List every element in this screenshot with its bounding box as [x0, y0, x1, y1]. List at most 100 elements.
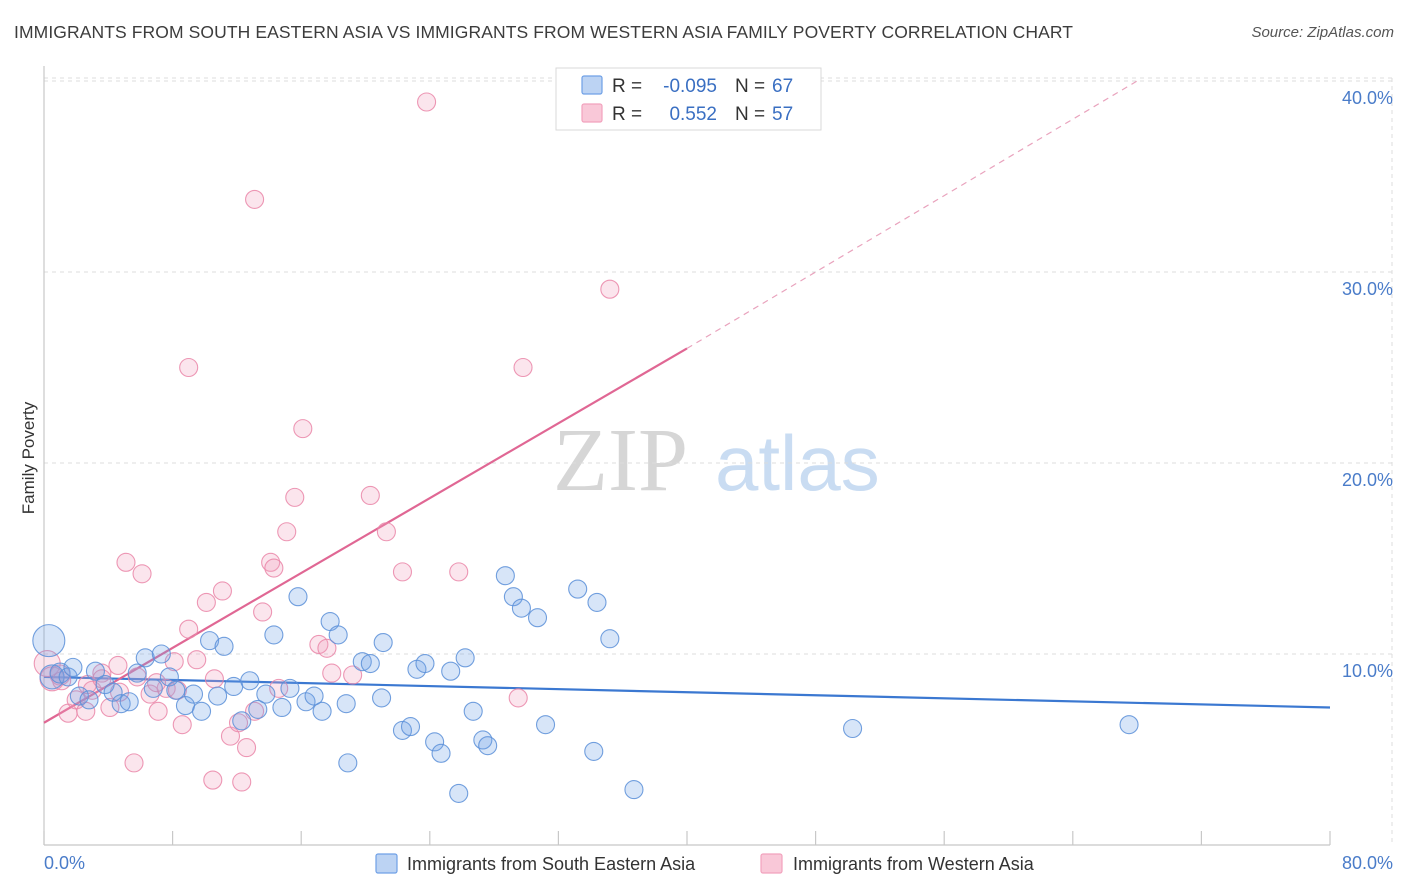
point-pink-54 [264, 558, 284, 578]
point-pink-21 [204, 669, 224, 689]
source-label: Source: ZipAtlas.com [1251, 24, 1394, 41]
point-blue-65 [624, 780, 644, 800]
point-blue-13 [135, 648, 155, 668]
point-blue-14 [143, 678, 163, 698]
y-tick-label-2: 30.0% [1342, 279, 1393, 299]
point-pink-46 [232, 772, 252, 792]
watermark-zip: ZIP [553, 411, 688, 510]
point-pink-18 [179, 619, 199, 639]
point-blue-10 [111, 694, 131, 714]
point-pink-28 [261, 552, 281, 572]
point-blue-49 [431, 743, 451, 763]
series-legend: Immigrants from South Eastern Asia Immig… [375, 853, 1035, 874]
correlation-legend: R = -0.095 N = 67 R = 0.552 N = 57 [555, 67, 822, 131]
series-legend-swatch-pink [760, 853, 783, 874]
point-blue-26 [240, 671, 260, 691]
point-blue-43 [372, 688, 392, 708]
point-blue-12 [127, 663, 147, 683]
legend-swatch-blue [581, 75, 603, 95]
point-pink-40 [417, 92, 437, 112]
data-points [32, 92, 1139, 803]
point-blue-45 [400, 717, 421, 737]
point-pink-34 [317, 638, 337, 658]
point-pink-19 [187, 650, 207, 670]
point-blue-22 [208, 686, 228, 706]
point-pink-24 [228, 713, 249, 733]
point-blue-57 [503, 587, 523, 607]
point-blue-24 [224, 676, 244, 697]
point-pink-25 [236, 738, 257, 758]
point-blue-42 [373, 632, 393, 653]
point-pink-27 [253, 602, 273, 622]
point-blue-4 [63, 657, 83, 677]
point-blue-37 [328, 625, 348, 645]
point-blue-9 [103, 682, 123, 702]
point-pink-38 [376, 522, 396, 542]
point-pink-37 [360, 485, 380, 506]
y-tick-label-0: 10.0% [1342, 661, 1393, 681]
point-blue-25 [232, 711, 252, 731]
legend-n-value-1: 67 [772, 76, 793, 97]
point-blue-39 [338, 753, 358, 773]
point-blue-60 [535, 715, 556, 735]
legend-r-value-1: -0.095 [663, 76, 717, 97]
point-blue-30 [272, 697, 292, 718]
point-blue-7 [85, 661, 105, 681]
point-blue-50 [441, 661, 461, 681]
x-tick-label-max: 80.0% [1342, 853, 1393, 873]
point-pink-52 [146, 673, 167, 693]
point-pink-56 [343, 665, 363, 685]
point-blue-63 [587, 592, 607, 612]
point-blue-29 [264, 625, 284, 645]
series-legend-label-pink: Immigrants from Western Asia [793, 854, 1035, 874]
point-pink-29 [269, 678, 289, 698]
point-pink-8 [100, 697, 120, 718]
point-blue-56 [495, 566, 515, 586]
point-blue-61 [568, 579, 588, 599]
point-blue-40 [352, 652, 372, 672]
point-pink-41 [449, 562, 469, 582]
point-blue-53 [463, 701, 483, 721]
point-blue-20 [191, 701, 212, 721]
point-pink-55 [322, 663, 342, 683]
point-blue-31 [280, 678, 300, 698]
point-blue-5 [69, 686, 89, 706]
point-pink-7 [92, 663, 112, 683]
y-tick-label-3: 40.0% [1342, 88, 1393, 108]
point-blue-8 [95, 675, 115, 695]
point-pink-49 [92, 669, 112, 689]
point-blue-28 [256, 684, 276, 704]
trendline-pink [43, 347, 688, 724]
point-blue-48 [425, 732, 445, 752]
point-blue-67 [1119, 715, 1139, 735]
legend-r-label-2: R = [612, 104, 642, 125]
point-blue-55 [478, 736, 498, 756]
point-blue-64 [600, 629, 620, 649]
point-pink-12 [132, 564, 152, 584]
point-blue-3 [58, 667, 78, 687]
axes [43, 66, 1331, 846]
point-pink-43 [513, 357, 533, 378]
point-blue-51 [449, 783, 469, 803]
legend-r-label-1: R = [612, 76, 642, 97]
legend-r-value-2: 0.552 [669, 104, 717, 125]
point-pink-26 [245, 701, 265, 721]
point-pink-44 [600, 279, 620, 299]
point-blue-35 [312, 701, 332, 721]
point-blue-21 [200, 631, 220, 651]
point-pink-31 [285, 487, 305, 507]
point-pink-9 [108, 655, 128, 676]
x-tick-label-min: 0.0% [44, 853, 85, 873]
point-pink-35 [179, 357, 199, 378]
point-pink-30 [277, 522, 297, 542]
y-axis-label: Family Poverty [19, 401, 38, 514]
point-pink-10 [116, 552, 136, 572]
point-blue-58 [511, 598, 531, 618]
point-blue-38 [336, 694, 356, 714]
point-blue-62 [584, 741, 604, 761]
point-pink-17 [172, 715, 192, 735]
point-blue-59 [527, 608, 548, 628]
point-blue-27 [248, 699, 268, 719]
legend-n-value-2: 57 [772, 104, 793, 125]
